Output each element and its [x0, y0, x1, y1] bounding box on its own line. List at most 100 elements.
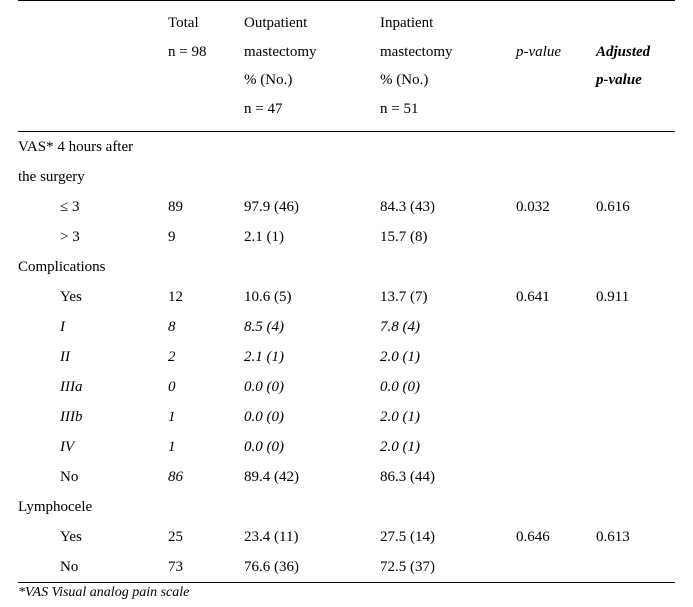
row-label: II — [18, 342, 168, 372]
table-row: IIIa00.0 (0)0.0 (0) — [18, 372, 675, 402]
table-row: Yes1210.6 (5)13.7 (7)0.6410.911 — [18, 282, 675, 312]
row-total: 89 — [168, 192, 244, 222]
row-adj-pvalue — [596, 312, 675, 342]
header-in-line1: Inpatient — [380, 9, 516, 38]
header-total-n: n = 98 — [168, 38, 244, 67]
row-adj-pvalue — [596, 222, 675, 252]
row-adj-pvalue — [596, 372, 675, 402]
section-title: VAS* 4 hours after — [18, 132, 675, 163]
section-title: Complications — [18, 252, 675, 282]
section-title-row: VAS* 4 hours after — [18, 132, 675, 163]
row-label: No — [18, 552, 168, 582]
row-outpatient: 0.0 (0) — [244, 432, 380, 462]
header-outpatient: Outpatient mastectomy % (No.) n = 47 — [244, 1, 380, 132]
row-total: 1 — [168, 402, 244, 432]
section-title: the surgery — [18, 162, 675, 192]
row-total: 9 — [168, 222, 244, 252]
header-adj1: Adjusted — [596, 38, 675, 67]
table-row: IIIb10.0 (0)2.0 (1) — [18, 402, 675, 432]
row-total: 0 — [168, 372, 244, 402]
header-total-label: Total — [168, 9, 244, 38]
section-title-row: Complications — [18, 252, 675, 282]
row-pvalue — [516, 462, 596, 492]
table-header-row: Total n = 98 Outpatient mastectomy % (No… — [18, 1, 675, 132]
row-inpatient: 27.5 (14) — [380, 522, 516, 552]
row-total: 2 — [168, 342, 244, 372]
header-adj-pvalue: Adjusted p-value — [596, 1, 675, 132]
table-row: I88.5 (4)7.8 (4) — [18, 312, 675, 342]
row-total: 12 — [168, 282, 244, 312]
header-total: Total n = 98 — [168, 1, 244, 132]
row-adj-pvalue: 0.613 — [596, 522, 675, 552]
row-inpatient: 7.8 (4) — [380, 312, 516, 342]
row-adj-pvalue — [596, 342, 675, 372]
section-title: Lymphocele — [18, 492, 675, 522]
row-adj-pvalue — [596, 462, 675, 492]
row-adj-pvalue — [596, 552, 675, 582]
section-title-row: the surgery — [18, 162, 675, 192]
row-label: IIIb — [18, 402, 168, 432]
row-inpatient: 2.0 (1) — [380, 342, 516, 372]
row-pvalue — [516, 342, 596, 372]
row-inpatient: 84.3 (43) — [380, 192, 516, 222]
row-pvalue — [516, 312, 596, 342]
row-label: IV — [18, 432, 168, 462]
table-row: Yes2523.4 (11)27.5 (14)0.6460.613 — [18, 522, 675, 552]
table-row: ≤ 38997.9 (46)84.3 (43)0.0320.616 — [18, 192, 675, 222]
header-out-line2: mastectomy — [244, 38, 380, 67]
row-outpatient: 89.4 (42) — [244, 462, 380, 492]
row-inpatient: 2.0 (1) — [380, 432, 516, 462]
row-outpatient: 2.1 (1) — [244, 222, 380, 252]
header-in-line2: mastectomy — [380, 38, 516, 67]
row-adj-pvalue — [596, 432, 675, 462]
section-title-row: Lymphocele — [18, 492, 675, 522]
row-pvalue: 0.032 — [516, 192, 596, 222]
row-inpatient: 86.3 (44) — [380, 462, 516, 492]
row-outpatient: 0.0 (0) — [244, 402, 380, 432]
results-table: Total n = 98 Outpatient mastectomy % (No… — [18, 0, 675, 582]
row-outpatient: 2.1 (1) — [244, 342, 380, 372]
row-adj-pvalue: 0.911 — [596, 282, 675, 312]
row-outpatient: 23.4 (11) — [244, 522, 380, 552]
row-inpatient: 0.0 (0) — [380, 372, 516, 402]
row-outpatient: 97.9 (46) — [244, 192, 380, 222]
row-pvalue — [516, 372, 596, 402]
row-pvalue: 0.646 — [516, 522, 596, 552]
row-label: No — [18, 462, 168, 492]
row-inpatient: 2.0 (1) — [380, 402, 516, 432]
row-pvalue: 0.641 — [516, 282, 596, 312]
row-pvalue — [516, 222, 596, 252]
header-out-line1: Outpatient — [244, 9, 380, 38]
row-total: 8 — [168, 312, 244, 342]
table-page: Total n = 98 Outpatient mastectomy % (No… — [0, 0, 693, 601]
row-total: 1 — [168, 432, 244, 462]
row-pvalue — [516, 432, 596, 462]
header-in-pct: % (No.) — [380, 66, 516, 95]
row-outpatient: 8.5 (4) — [244, 312, 380, 342]
header-pvalue-text: p-value — [516, 38, 596, 67]
table-row: IV10.0 (0)2.0 (1) — [18, 432, 675, 462]
row-outpatient: 10.6 (5) — [244, 282, 380, 312]
row-inpatient: 15.7 (8) — [380, 222, 516, 252]
row-pvalue — [516, 552, 596, 582]
row-outpatient: 0.0 (0) — [244, 372, 380, 402]
row-adj-pvalue: 0.616 — [596, 192, 675, 222]
header-out-n: n = 47 — [244, 95, 380, 124]
row-label: Yes — [18, 282, 168, 312]
header-out-pct: % (No.) — [244, 66, 380, 95]
row-pvalue — [516, 402, 596, 432]
row-outpatient: 76.6 (36) — [244, 552, 380, 582]
row-label: IIIa — [18, 372, 168, 402]
table-footnote: *VAS Visual analog pain scale — [18, 582, 675, 601]
row-adj-pvalue — [596, 402, 675, 432]
row-label: I — [18, 312, 168, 342]
row-label: > 3 — [18, 222, 168, 252]
row-total: 25 — [168, 522, 244, 552]
header-blank — [18, 1, 168, 132]
row-label: Yes — [18, 522, 168, 552]
header-in-n: n = 51 — [380, 95, 516, 124]
row-label: ≤ 3 — [18, 192, 168, 222]
table-row: No7376.6 (36)72.5 (37) — [18, 552, 675, 582]
row-total: 73 — [168, 552, 244, 582]
row-total: 86 — [168, 462, 244, 492]
